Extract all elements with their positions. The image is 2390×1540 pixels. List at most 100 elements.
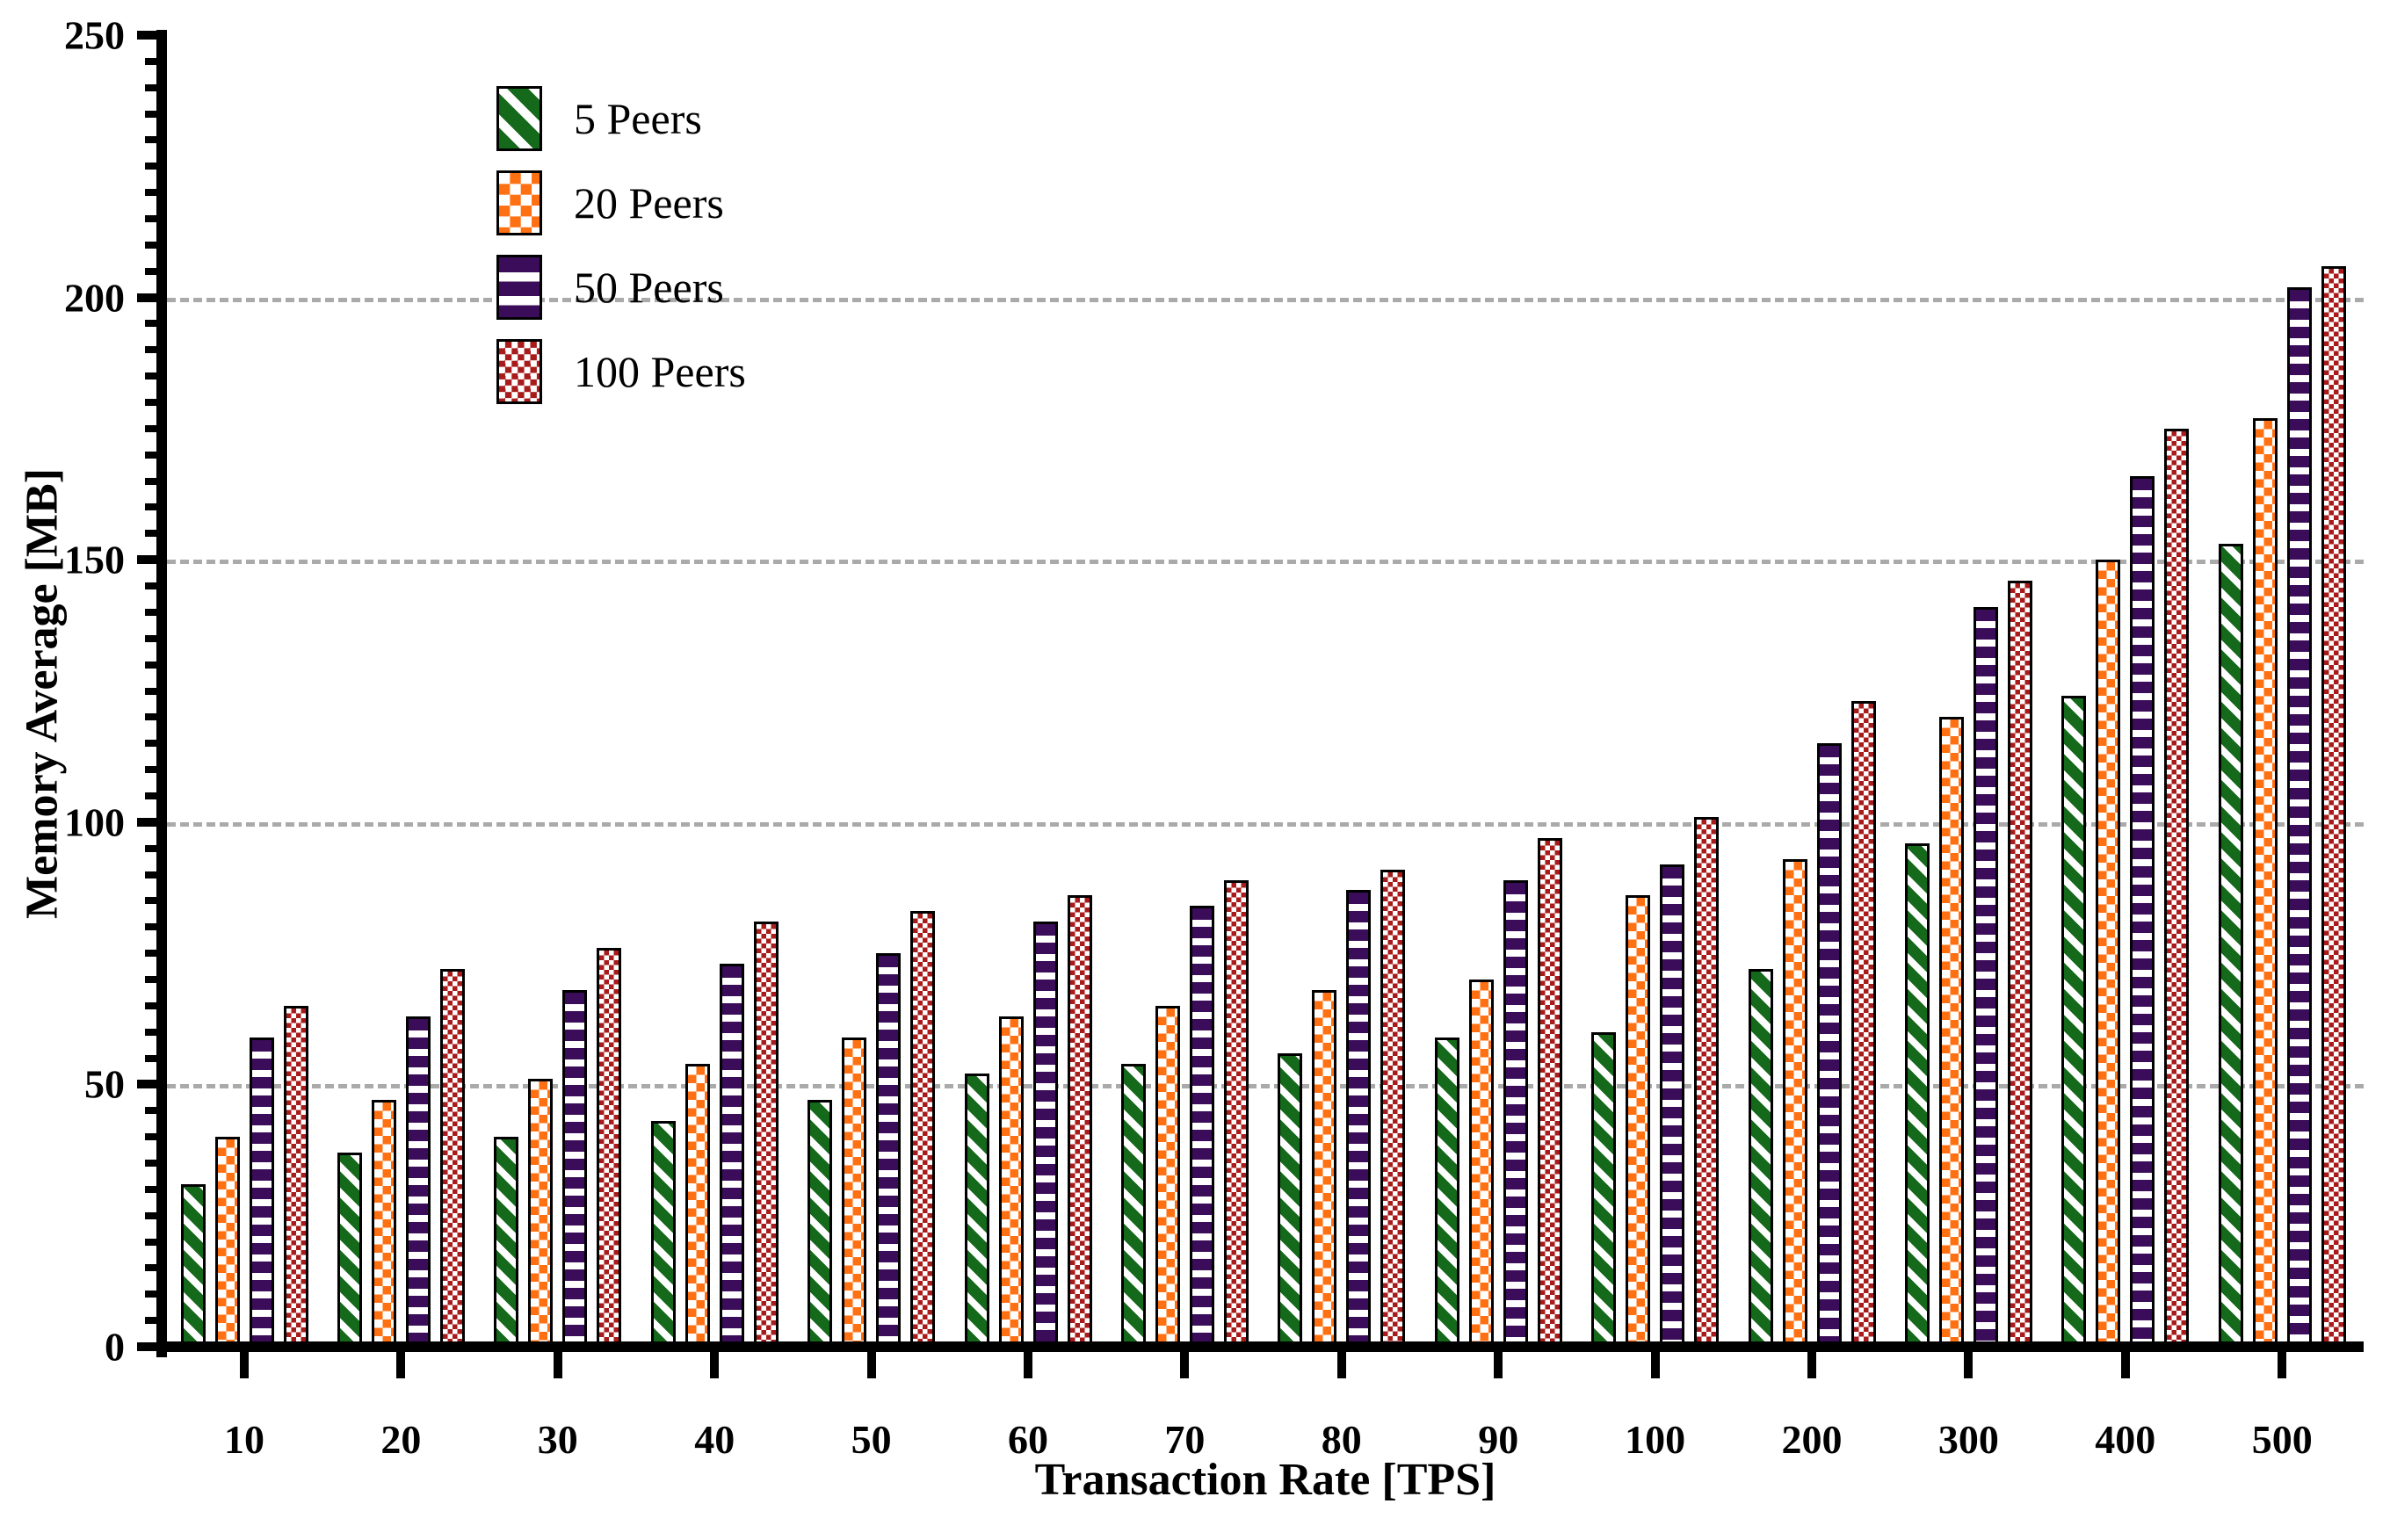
x-tick-200 — [1807, 1352, 1816, 1378]
bar-5-peers-tps60 — [964, 1074, 989, 1347]
y-minor-tick — [145, 1185, 156, 1193]
y-tick-label-250: 250 — [64, 12, 125, 58]
x-tick-500 — [2278, 1352, 2287, 1378]
y-minor-tick — [145, 871, 156, 878]
x-tick-label-300: 300 — [1937, 1417, 1999, 1462]
y-tick-label-50: 50 — [84, 1061, 125, 1107]
bar-50-peers-tps300 — [1973, 606, 1998, 1347]
x-tick-100 — [1650, 1352, 1660, 1378]
bar-100-peers-tps30 — [597, 948, 622, 1347]
x-tick-30 — [553, 1352, 562, 1378]
x-tick-70 — [1180, 1352, 1190, 1378]
y-minor-tick — [145, 1001, 156, 1009]
y-minor-tick — [145, 241, 156, 249]
bar-20-peers-tps100 — [1626, 895, 1651, 1347]
bar-5-peers-tps30 — [494, 1137, 519, 1347]
legend-label: 5 Peers — [574, 94, 702, 143]
bar-50-peers-tps60 — [1032, 922, 1058, 1347]
y-tick-label-0: 0 — [105, 1324, 125, 1370]
x-tick-label-200: 200 — [1781, 1417, 1843, 1462]
y-minor-tick — [145, 83, 156, 91]
y-major-tick-100 — [137, 817, 156, 827]
bar-5-peers-tps40 — [650, 1121, 676, 1347]
bar-50-peers-tps100 — [1660, 864, 1685, 1347]
legend-swatch-checkerboard — [496, 170, 542, 235]
y-major-tick-0 — [137, 1342, 156, 1351]
y-axis-title: Memory Average [MB] — [17, 467, 68, 920]
bar-50-peers-tps400 — [2130, 475, 2155, 1347]
y-minor-tick — [145, 424, 156, 432]
y-minor-tick — [145, 687, 156, 695]
x-tick-40 — [710, 1352, 720, 1378]
x-tick-label-30: 30 — [537, 1417, 578, 1462]
bar-20-peers-tps90 — [1468, 979, 1494, 1347]
y-minor-tick — [145, 1291, 156, 1298]
x-tick-label-500: 500 — [2251, 1417, 2313, 1462]
y-minor-tick — [145, 372, 156, 380]
bar-5-peers-tps500 — [2218, 544, 2243, 1347]
x-tick-400 — [2120, 1352, 2130, 1378]
y-major-tick-250 — [137, 31, 156, 40]
bar-20-peers-tps300 — [1938, 717, 1964, 1347]
bar-20-peers-tps80 — [1312, 989, 1337, 1347]
x-tick-label-60: 60 — [1008, 1417, 1048, 1462]
y-minor-tick — [145, 1317, 156, 1325]
bar-5-peers-tps300 — [1904, 842, 1930, 1347]
y-minor-tick — [145, 713, 156, 721]
bar-20-peers-tps30 — [528, 1079, 554, 1347]
bar-5-peers-tps200 — [1748, 969, 1773, 1347]
y-minor-tick — [145, 110, 156, 118]
x-tick-60 — [1024, 1352, 1032, 1378]
y-minor-tick — [145, 215, 156, 223]
y-minor-tick — [145, 1107, 156, 1115]
y-major-tick-200 — [137, 293, 156, 302]
bar-50-peers-tps10 — [249, 1037, 274, 1347]
y-minor-tick — [145, 399, 156, 407]
gridline-150 — [167, 560, 2364, 565]
y-minor-tick — [145, 1028, 156, 1036]
bar-20-peers-tps50 — [842, 1037, 867, 1347]
legend-swatch-fine-checkerboard — [496, 339, 542, 404]
y-minor-tick — [145, 661, 156, 669]
bar-20-peers-tps10 — [214, 1137, 240, 1347]
x-tick-20 — [396, 1352, 406, 1378]
bar-100-peers-tps100 — [1694, 816, 1720, 1347]
x-tick-80 — [1336, 1352, 1346, 1378]
y-minor-tick — [145, 503, 156, 511]
x-tick-label-40: 40 — [694, 1417, 735, 1462]
bar-100-peers-tps50 — [910, 911, 936, 1347]
bar-20-peers-tps40 — [684, 1063, 710, 1347]
y-minor-tick — [145, 975, 156, 983]
bar-5-peers-tps400 — [2061, 696, 2087, 1347]
bar-50-peers-tps50 — [876, 953, 902, 1347]
bar-50-peers-tps70 — [1189, 906, 1214, 1347]
x-tick-90 — [1494, 1352, 1503, 1378]
y-minor-tick — [145, 897, 156, 905]
gridline-200 — [167, 297, 2364, 302]
y-minor-tick — [145, 1238, 156, 1246]
bar-50-peers-tps500 — [2286, 286, 2312, 1347]
y-minor-tick — [145, 582, 156, 590]
bar-5-peers-tps90 — [1434, 1037, 1459, 1347]
y-minor-tick — [145, 267, 156, 275]
x-tick-50 — [866, 1352, 876, 1378]
bar-5-peers-tps100 — [1591, 1031, 1617, 1347]
bar-20-peers-tps70 — [1155, 1005, 1180, 1347]
legend-swatch-horizontal-stripes — [496, 255, 542, 320]
y-minor-tick — [145, 57, 156, 65]
legend-label: 100 Peers — [574, 347, 746, 396]
bar-20-peers-tps500 — [2252, 417, 2278, 1347]
x-tick-label-50: 50 — [851, 1417, 892, 1462]
y-major-tick-150 — [137, 555, 156, 565]
bar-50-peers-tps20 — [405, 1016, 431, 1347]
bar-100-peers-tps300 — [2007, 581, 2032, 1347]
bar-5-peers-tps10 — [180, 1183, 206, 1347]
y-minor-tick — [145, 1264, 156, 1272]
legend-label: 50 Peers — [574, 263, 724, 312]
bar-20-peers-tps400 — [2096, 560, 2121, 1347]
x-tick-label-10: 10 — [224, 1417, 264, 1462]
y-minor-tick — [145, 163, 156, 170]
bar-50-peers-tps200 — [1816, 743, 1842, 1347]
legend-item-20-peers: 20 Peers — [496, 170, 724, 235]
bar-50-peers-tps40 — [719, 964, 744, 1347]
